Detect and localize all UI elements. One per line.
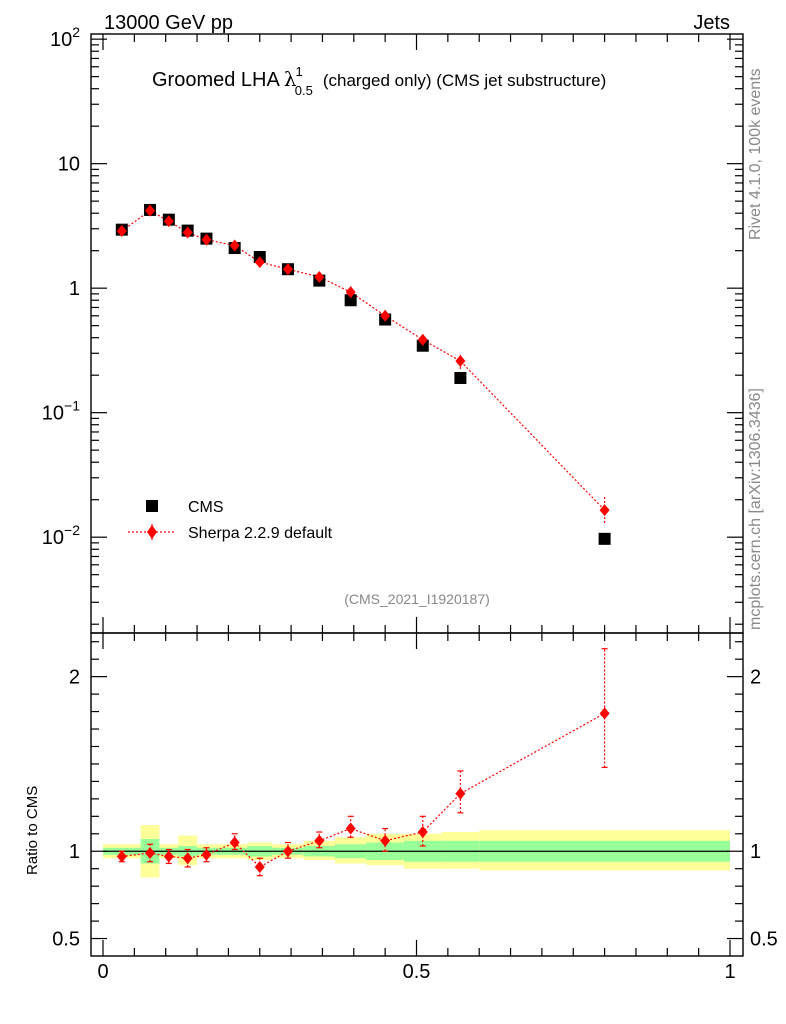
ratio-point — [599, 707, 610, 720]
cms-point — [598, 532, 611, 545]
plot-title-sub: 0.5 — [295, 83, 313, 98]
sherpa-point — [116, 224, 127, 237]
y-tick-label-exp: 2 — [72, 24, 80, 40]
sherpa-curve — [121, 209, 606, 511]
cms-point — [454, 371, 467, 384]
ratio-point — [380, 834, 391, 847]
analysis-id: (CMS_2021_I1920187) — [344, 591, 490, 607]
ratio-plot-frame — [90, 632, 744, 957]
y-tick-label-exp: −2 — [64, 522, 80, 538]
sherpa-point — [254, 256, 265, 269]
plot-title-sup: 1 — [296, 64, 303, 79]
sherpa-point — [201, 233, 212, 246]
y-tick-label-base: 10 — [50, 29, 72, 51]
y-tick-label: 10 — [58, 154, 80, 176]
y-tick-label-exp: −1 — [64, 398, 80, 414]
header-right: Jets — [693, 12, 730, 34]
ratio-point — [455, 787, 466, 800]
ratio-y-tick-label-right: 0.5 — [750, 929, 778, 951]
ratio-point — [417, 826, 428, 839]
sherpa-point — [282, 263, 293, 276]
ratio-point — [145, 846, 156, 859]
ratio-point — [345, 822, 356, 835]
ratio-point — [163, 850, 174, 863]
x-tick-label: 1 — [724, 961, 735, 983]
ratio-y-tick-label: 2 — [69, 667, 80, 689]
sherpa-point — [163, 215, 174, 228]
ratio-point — [201, 848, 212, 861]
ratio-axis-ticks — [91, 633, 743, 956]
sherpa-points — [116, 204, 610, 523]
sherpa-point — [182, 226, 193, 239]
sherpa-point — [314, 270, 325, 283]
sherpa-point — [599, 504, 610, 517]
sherpa-point — [345, 286, 356, 299]
ratio-y-tick-labels: 0.5 0.5 1 1 2 2 — [52, 667, 778, 951]
y-tick-label: 1 — [69, 278, 80, 300]
ratio-point — [282, 845, 293, 858]
sherpa-point — [380, 309, 391, 322]
plot-title-rest: (charged only) (CMS jet substructure) — [323, 71, 606, 90]
sherpa-point — [145, 204, 156, 217]
y-tick-label: 102 — [50, 24, 80, 51]
x-tick-labels: 0 0.5 1 — [97, 961, 735, 983]
y-tick-label-base: 10 — [58, 154, 80, 176]
y-tick-label: 10−2 — [42, 522, 80, 549]
y-tick-label-base: 10 — [42, 403, 64, 425]
legend-sherpa-label: Sherpa 2.2.9 default — [188, 525, 333, 542]
mcplots-label: mcplots.cern.ch [arXiv:1306.3436] — [747, 388, 764, 630]
cms-points — [115, 203, 611, 545]
y-tick-label: 10−1 — [42, 398, 80, 425]
header-left: 13000 GeV pp — [104, 12, 233, 34]
main-axis-ticks — [91, 34, 743, 633]
x-tick-label: 0 — [97, 961, 108, 983]
ratio-y-tick-label: 1 — [69, 841, 80, 863]
ratio-point — [116, 850, 127, 863]
ratio-point — [229, 836, 240, 849]
sherpa-line — [121, 209, 606, 511]
legend-cms-marker — [146, 500, 158, 512]
legend-cms-label: CMS — [188, 499, 224, 516]
y-tick-label-base: 10 — [42, 527, 64, 549]
sherpa-point — [417, 333, 428, 346]
ratio-y-tick-label: 0.5 — [52, 929, 80, 951]
cms-point — [344, 294, 357, 307]
legend-sherpa-marker — [147, 525, 157, 539]
plot-title-main: Groomed LHA — [152, 69, 280, 91]
ratio-points — [116, 648, 610, 877]
x-tick-label: 0.5 — [403, 961, 431, 983]
ratio-point — [254, 860, 265, 873]
plot-title: Groomed LHA λ1 0.5 (charged only) (CMS jet … — [152, 64, 606, 98]
y-tick-label-base: 1 — [69, 278, 80, 300]
plot-title-lambda: λ — [284, 67, 297, 91]
ratio-point — [314, 834, 325, 847]
rivet-label: Rivet 4.1.0, 100k events — [747, 68, 764, 240]
ratio-y-label: Ratio to CMS — [24, 786, 41, 875]
main-plot-frame — [90, 33, 744, 634]
ratio-y-tick-label-right: 1 — [750, 841, 761, 863]
ratio-point — [182, 852, 193, 865]
sherpa-point — [455, 355, 466, 368]
ratio-y-tick-label-right: 2 — [750, 667, 761, 689]
sherpa-point — [229, 239, 240, 252]
